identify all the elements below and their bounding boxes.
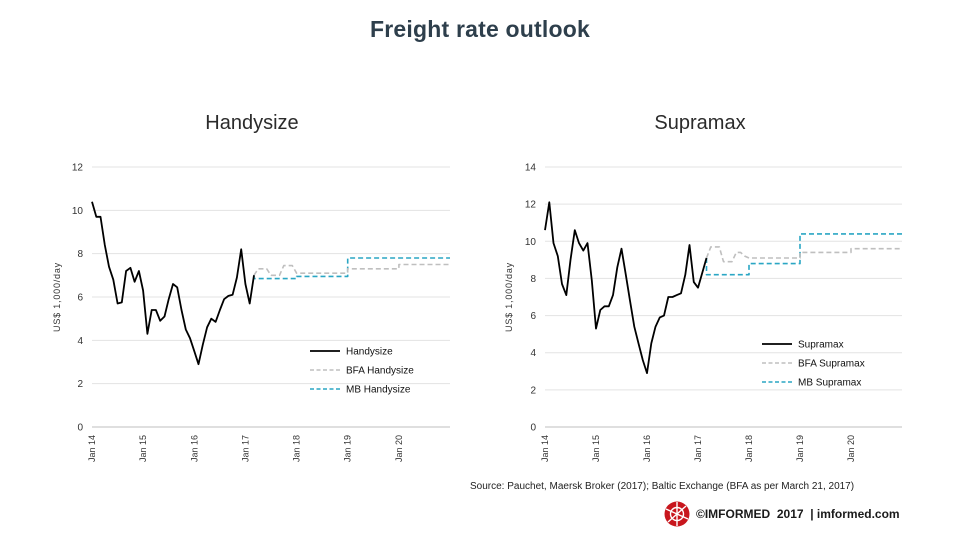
x-tick-label: Jan 17 (693, 435, 703, 462)
y-tick-label: 2 (530, 385, 536, 396)
source-note: Source: Pauchet, Maersk Broker (2017); B… (470, 481, 855, 492)
x-tick-label: Jan 18 (744, 435, 754, 462)
y-tick-label: 6 (530, 311, 536, 322)
slide-title: Freight rate outlook (370, 16, 590, 42)
y-tick-label: 12 (72, 163, 84, 174)
legend-label: MB Supramax (798, 378, 861, 389)
y-axis-label: US$ 1,000/day (504, 262, 514, 332)
y-tick-label: 14 (525, 163, 537, 174)
x-tick-label: Jan 15 (138, 435, 148, 462)
legend-label: BFA Supramax (798, 359, 865, 370)
legend-label: Supramax (798, 340, 844, 351)
x-tick-label: Jan 20 (394, 435, 404, 462)
y-tick-label: 0 (530, 423, 536, 434)
y-tick-label: 8 (530, 274, 536, 285)
x-tick-label: Jan 16 (642, 435, 652, 462)
y-tick-label: 10 (72, 206, 84, 217)
series-line-handysize (91, 201, 255, 366)
series-line-mb-supramax (705, 233, 902, 276)
legend-label: BFA Handysize (346, 366, 414, 377)
y-tick-label: 6 (77, 293, 83, 304)
x-tick-label: Jan 14 (540, 435, 550, 462)
y-tick-label: 4 (530, 348, 536, 359)
y-tick-label: 10 (525, 237, 537, 248)
x-tick-label: Jan 15 (591, 435, 601, 462)
x-tick-label: Jan 18 (292, 435, 302, 462)
legend-label: MB Handysize (346, 385, 411, 396)
series-line-bfa-supramax (705, 246, 902, 263)
x-tick-label: Jan 20 (846, 435, 856, 462)
x-tick-label: Jan 14 (87, 435, 97, 462)
x-tick-label: Jan 19 (795, 435, 805, 462)
footer-brand: ©IMFORMED 2017 | imformed.com (696, 507, 900, 521)
y-tick-label: 12 (525, 200, 537, 211)
legend-label: Handysize (346, 347, 393, 358)
chart-title-supramax: Supramax (654, 112, 746, 134)
x-tick-label: Jan 19 (343, 435, 353, 462)
x-tick-label: Jan 16 (189, 435, 199, 462)
series-line-supramax (544, 201, 708, 374)
y-tick-label: 8 (77, 249, 83, 260)
y-axis-label: US$ 1,000/day (52, 262, 62, 332)
y-tick-label: 0 (77, 423, 83, 434)
y-tick-label: 2 (77, 379, 83, 390)
y-tick-label: 4 (77, 336, 83, 347)
chart-title-handysize: Handysize (205, 112, 299, 134)
footer: ©IMFORMED 2017 | imformed.com (664, 501, 900, 527)
imformed-logo-icon (664, 501, 690, 527)
x-tick-label: Jan 17 (240, 435, 250, 462)
